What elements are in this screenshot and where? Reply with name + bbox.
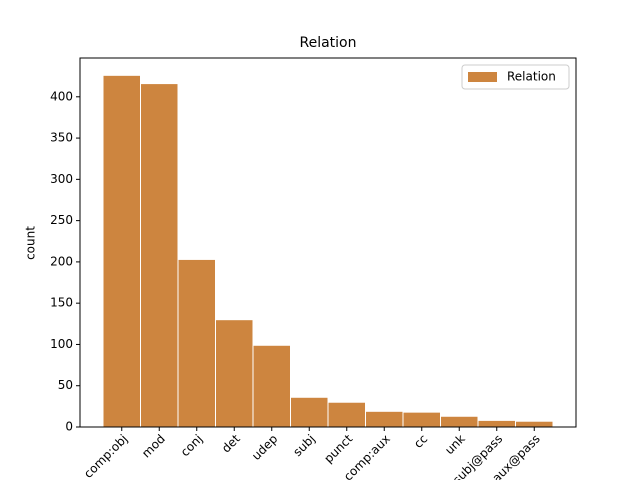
y-tick-label: 0: [65, 420, 73, 434]
bar: [290, 396, 329, 428]
bar: [140, 83, 179, 428]
legend-box: [461, 64, 570, 90]
y-tick-label: 150: [50, 296, 73, 310]
legend-label: Relation: [507, 70, 556, 84]
bar: [252, 344, 291, 428]
bar: [327, 401, 366, 428]
y-tick-label: 100: [50, 337, 73, 351]
y-tick-label: 400: [50, 89, 73, 103]
bar: [477, 419, 516, 428]
y-tick-label: 200: [50, 254, 73, 268]
y-axis-label: count: [24, 226, 38, 260]
axes-frame: [79, 57, 577, 428]
bar: [177, 258, 216, 428]
bar: [440, 415, 479, 428]
legend-swatch: [468, 72, 497, 82]
y-tick-label: 250: [50, 213, 73, 227]
bar: [365, 410, 404, 428]
y-tick-label: 50: [58, 378, 73, 392]
y-tick-label: 350: [50, 131, 73, 145]
bar: [102, 74, 141, 428]
bar: [215, 319, 254, 428]
y-tick-label: 300: [50, 172, 73, 186]
bar: [402, 411, 441, 428]
bar: [515, 420, 554, 428]
chart-title: Relation: [300, 35, 357, 51]
